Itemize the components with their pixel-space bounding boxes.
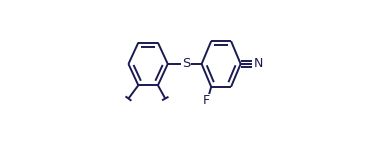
Text: N: N — [254, 57, 263, 70]
Text: S: S — [182, 57, 190, 70]
Text: F: F — [202, 94, 209, 107]
